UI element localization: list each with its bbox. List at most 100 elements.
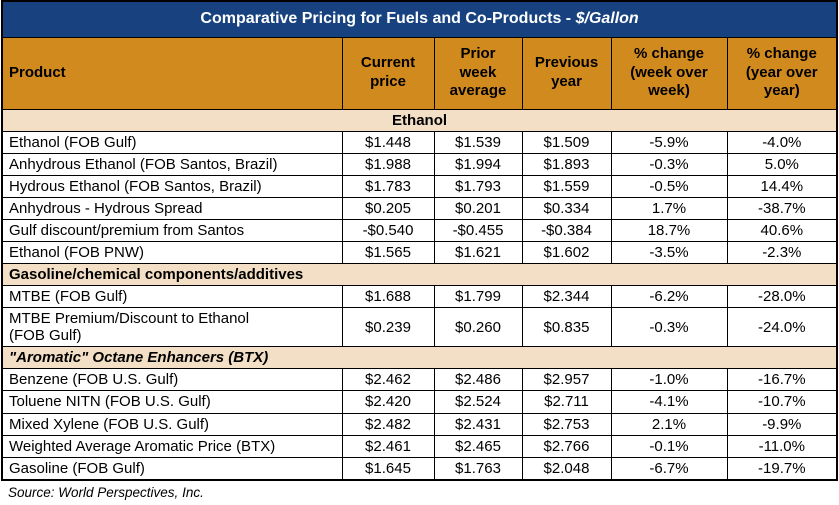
previous-value-cell: $1.602 (521, 240, 612, 265)
yoy-value-cell: -19.7% (726, 456, 838, 481)
yoy-value-cell: 5.0% (726, 152, 838, 176)
product-cell: Ethanol (FOB Gulf) (1, 130, 343, 154)
previous-value-cell: $0.835 (521, 307, 612, 348)
table-row: Ethanol (FOB PNW) $1.565 $1.621 $1.602 -3.5%… (1, 240, 838, 265)
current-value-cell: $1.688 (341, 285, 435, 309)
prior-value-cell: $1.763 (433, 456, 523, 481)
product-cell: Weighted Average Aromatic Price (BTX) (1, 434, 343, 458)
previous-value-cell: $0.334 (521, 196, 612, 220)
table-row: Anhydrous - Hydrous Spread $0.205 $0.201 $0… (1, 196, 838, 220)
wow-value-cell: 1.7% (610, 196, 728, 220)
table-row: MTBE Premium/Discount to Ethanol (FOB Gu… (1, 307, 838, 348)
wow-value-cell: -3.5% (610, 240, 728, 265)
yoy-value-cell: -24.0% (726, 307, 838, 348)
previous-value-cell: $2.344 (521, 285, 612, 309)
previous-value-cell: $2.766 (521, 434, 612, 458)
prior-value-cell: $0.201 (433, 196, 523, 220)
yoy-value-cell: -11.0% (726, 434, 838, 458)
prior-value-cell: -$0.455 (433, 218, 523, 242)
prior-value-cell: $2.524 (433, 390, 523, 414)
table-row: Weighted Average Aromatic Price (BTX) $2.… (1, 434, 838, 458)
previous-value-cell: $1.893 (521, 152, 612, 176)
current-value-cell: $2.420 (341, 390, 435, 414)
column-header-product: Product (1, 36, 343, 110)
prior-value-cell: $2.486 (433, 368, 523, 392)
prior-value-cell: $1.994 (433, 152, 523, 176)
column-header-pct-change-wow: % change (week over week) (610, 36, 728, 110)
column-header-previous-year: Previous year (521, 36, 612, 110)
yoy-value-cell: 14.4% (726, 174, 838, 198)
product-cell: Hydrous Ethanol (FOB Santos, Brazil) (1, 174, 343, 198)
current-value-cell: $1.645 (341, 456, 435, 481)
product-cell: MTBE (FOB Gulf) (1, 285, 343, 309)
yoy-value-cell: -4.0% (726, 130, 838, 154)
wow-value-cell: 18.7% (610, 218, 728, 242)
prior-value-cell: $0.260 (433, 307, 523, 348)
product-cell: Mixed Xylene (FOB U.S. Gulf) (1, 412, 343, 436)
table-body: Ethanol Ethanol (FOB Gulf) $1.448 $1.539 $1.… (1, 108, 838, 481)
product-cell: MTBE Premium/Discount to Ethanol (FOB Gu… (1, 307, 343, 348)
current-value-cell: $2.462 (341, 368, 435, 392)
wow-value-cell: -1.0% (610, 368, 728, 392)
column-header-row: Product Current price Prior week average… (1, 36, 838, 110)
wow-value-cell: 2.1% (610, 412, 728, 436)
previous-value-cell: -$0.384 (521, 218, 612, 242)
prior-value-cell: $2.465 (433, 434, 523, 458)
current-value-cell: $2.461 (341, 434, 435, 458)
product-cell: Gulf discount/premium from Santos (1, 218, 343, 242)
current-value-cell: $1.988 (341, 152, 435, 176)
product-cell: Benzene (FOB U.S. Gulf) (1, 368, 343, 392)
yoy-value-cell: -2.3% (726, 240, 838, 265)
prior-value-cell: $1.793 (433, 174, 523, 198)
previous-value-cell: $1.509 (521, 130, 612, 154)
title-row: Comparative Pricing for Fuels and Co-Pro… (1, 0, 838, 38)
yoy-value-cell: -28.0% (726, 285, 838, 309)
section-label: "Aromatic" Octane Enhancers (BTX) (1, 346, 838, 370)
yoy-value-cell: -16.7% (726, 368, 838, 392)
source-note: Source: World Perspectives, Inc. (8, 484, 204, 500)
table-row: Toluene NITN (FOB U.S. Gulf) $2.420 $2.524… (1, 390, 838, 414)
current-value-cell: $1.783 (341, 174, 435, 198)
prior-value-cell: $1.621 (433, 240, 523, 265)
table-title-text: Comparative Pricing for Fuels and Co-Pro… (200, 10, 576, 28)
wow-value-cell: -0.3% (610, 307, 728, 348)
wow-value-cell: -0.1% (610, 434, 728, 458)
prior-value-cell: $1.799 (433, 285, 523, 309)
yoy-value-cell: -10.7% (726, 390, 838, 414)
section-header-row: Ethanol (1, 108, 838, 132)
table-row: Mixed Xylene (FOB U.S. Gulf) $2.482 $2.431… (1, 412, 838, 436)
section-label: Ethanol (1, 108, 838, 132)
section-label: Gasoline/chemical components/additives (1, 263, 838, 287)
product-cell: Toluene NITN (FOB U.S. Gulf) (1, 390, 343, 414)
current-value-cell: $0.205 (341, 196, 435, 220)
wow-value-cell: -6.2% (610, 285, 728, 309)
wow-value-cell: -6.7% (610, 456, 728, 481)
column-header-current-price: Current price (341, 36, 435, 110)
wow-value-cell: -0.5% (610, 174, 728, 198)
product-cell: Gasoline (FOB Gulf) (1, 456, 343, 481)
current-value-cell: $1.448 (341, 130, 435, 154)
product-cell: Anhydrous - Hydrous Spread (1, 196, 343, 220)
previous-value-cell: $2.957 (521, 368, 612, 392)
yoy-value-cell: 40.6% (726, 218, 838, 242)
prior-value-cell: $1.539 (433, 130, 523, 154)
current-value-cell: $0.239 (341, 307, 435, 348)
table-title: Comparative Pricing for Fuels and Co-Pro… (1, 0, 838, 38)
table-row: Anhydrous Ethanol (FOB Santos, Brazil) $1… (1, 152, 838, 176)
current-value-cell: -$0.540 (341, 218, 435, 242)
wow-value-cell: -5.9% (610, 130, 728, 154)
current-value-cell: $1.565 (341, 240, 435, 265)
previous-value-cell: $2.048 (521, 456, 612, 481)
product-cell: Ethanol (FOB PNW) (1, 240, 343, 265)
table-row: Benzene (FOB U.S. Gulf) $2.462 $2.486 $2.95… (1, 368, 838, 392)
table-row: Hydrous Ethanol (FOB Santos, Brazil) $1.7… (1, 174, 838, 198)
yoy-value-cell: -9.9% (726, 412, 838, 436)
prior-value-cell: $2.431 (433, 412, 523, 436)
table-row: Ethanol (FOB Gulf) $1.448 $1.539 $1.509 -5.9… (1, 130, 838, 154)
previous-value-cell: $1.559 (521, 174, 612, 198)
product-cell: Anhydrous Ethanol (FOB Santos, Brazil) (1, 152, 343, 176)
previous-value-cell: $2.711 (521, 390, 612, 414)
table-row: Gasoline (FOB Gulf) $1.645 $1.763 $2.048 -6.… (1, 456, 838, 481)
yoy-value-cell: -38.7% (726, 196, 838, 220)
